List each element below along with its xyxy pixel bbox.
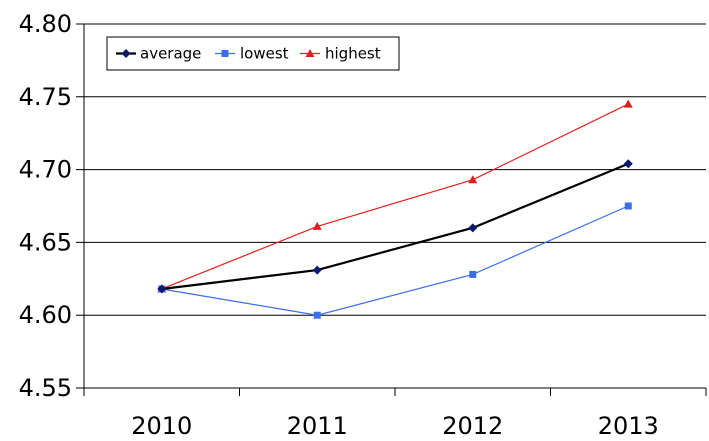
series-line-lowest <box>161 205 629 316</box>
data-point-highest <box>468 175 478 184</box>
x-tick-label: 2011 <box>287 412 348 440</box>
data-point-highest <box>623 99 633 108</box>
x-tick-label: 2010 <box>131 412 192 440</box>
y-tick-label: 4.75 <box>19 83 72 111</box>
x-axis-ticks: 2010 2011 2012 2013 <box>83 388 707 440</box>
legend-label-lowest: lowest <box>240 45 289 63</box>
legend-box <box>106 36 400 71</box>
data-point-average <box>312 265 322 275</box>
y-tick-label: 4.60 <box>19 301 72 329</box>
y-tick-label: 4.70 <box>19 156 72 184</box>
legend-item-average: average <box>116 45 201 63</box>
y-axis-ticks: 4.55 4.60 4.65 4.70 4.75 4.80 <box>19 10 72 402</box>
legend-label-average: average <box>140 45 201 63</box>
legend-item-lowest: lowest <box>215 45 289 63</box>
data-point-highest <box>312 221 322 230</box>
y-tick-label: 4.55 <box>19 374 72 402</box>
x-tick-label: 2013 <box>598 412 659 440</box>
data-point-lowest <box>313 311 321 319</box>
series-group <box>157 99 633 319</box>
legend-marker-lowest <box>221 50 229 57</box>
data-point-average <box>623 159 633 169</box>
legend: average lowest highest <box>106 36 400 71</box>
y-tick-label: 4.65 <box>19 228 72 256</box>
data-point-average <box>468 223 478 233</box>
data-point-average <box>157 284 167 294</box>
legend-marker-highest <box>305 49 315 57</box>
grid-lines <box>76 23 706 389</box>
series-line-highest <box>161 103 629 290</box>
legend-label-highest: highest <box>325 45 381 63</box>
axes <box>83 24 706 389</box>
data-point-lowest <box>469 270 477 278</box>
data-point-lowest <box>624 202 632 210</box>
series-average <box>157 159 633 294</box>
legend-marker-average <box>121 49 131 58</box>
x-tick-label: 2012 <box>442 412 503 440</box>
y-tick-label: 4.80 <box>19 10 72 38</box>
series-highest <box>157 99 633 293</box>
legend-item-highest: highest <box>300 45 381 63</box>
series-line-average <box>161 162 629 291</box>
series-lowest <box>158 202 632 319</box>
